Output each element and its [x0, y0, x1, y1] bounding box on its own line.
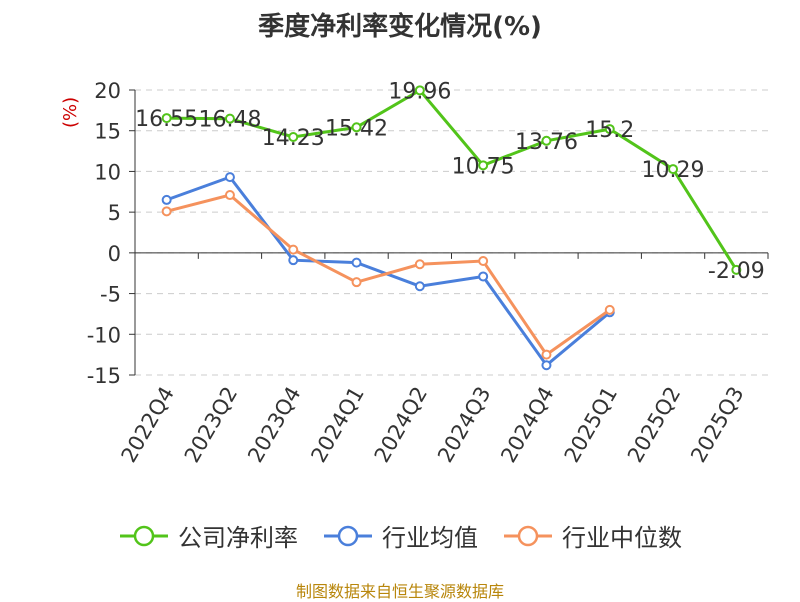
x-tick-label: 2025Q3 [686, 383, 748, 467]
x-tick-label: 2024Q2 [370, 383, 432, 467]
data-label: 14.23 [262, 126, 325, 151]
y-tick-label: 5 [108, 201, 121, 225]
data-point [161, 113, 172, 124]
y-tick-label: 0 [108, 242, 121, 266]
legend-marker [337, 525, 359, 546]
data-label: -2.09 [708, 259, 765, 284]
source-note: 制图数据来自恒生聚源数据库 [295, 582, 504, 601]
x-tick-label: 2023Q4 [243, 383, 305, 467]
data-point [288, 244, 299, 255]
data-point [541, 349, 552, 360]
legend-swatch [324, 525, 372, 546]
series-line-0 [166, 88, 738, 271]
x-tick-label: 2024Q3 [433, 383, 495, 467]
data-point [604, 124, 615, 135]
data-point [224, 113, 235, 124]
data-label: 13.76 [515, 130, 578, 155]
legend-item[interactable]: 行业均值 [322, 518, 478, 553]
data-point [478, 160, 489, 171]
data-label: 16.55 [135, 107, 198, 132]
x-tick-label: 2024Q1 [306, 383, 368, 467]
data-point [414, 85, 425, 96]
y-tick-label: 15 [94, 120, 121, 144]
data-point [668, 164, 679, 175]
y-tick-label: -15 [87, 364, 121, 388]
legend-label: 行业均值 [382, 524, 478, 552]
chart-title: 季度净利率变化情况(%) [258, 12, 542, 42]
data-label: 10.29 [642, 158, 705, 183]
data-label: 10.75 [452, 154, 515, 179]
data-point [161, 206, 172, 217]
data-point [161, 194, 172, 205]
data-point [414, 281, 425, 292]
data-point [604, 304, 615, 315]
x-tick-label: 2025Q2 [623, 383, 685, 467]
legend-label: 公司净利率 [178, 524, 298, 552]
data-label: 16.48 [198, 108, 261, 133]
legend: 公司净利率 行业均值 行业中位数 [0, 518, 800, 553]
data-point [288, 131, 299, 142]
data-point [351, 257, 362, 268]
data-point [478, 271, 489, 282]
data-point [731, 264, 742, 275]
data-label: 15.42 [325, 116, 388, 141]
series-line-2 [166, 193, 611, 357]
series-lines [161, 85, 742, 371]
y-tick-label: -10 [87, 323, 121, 347]
x-tick-label: 2024Q4 [496, 383, 558, 467]
x-tick-label: 2025Q1 [560, 383, 622, 467]
x-tick-label: 2023Q2 [180, 383, 242, 467]
data-label: 15.2 [585, 118, 634, 143]
data-point [288, 255, 299, 266]
data-point [224, 172, 235, 183]
legend-item[interactable]: 行业中位数 [502, 518, 682, 553]
data-label: 19.96 [388, 79, 451, 104]
legend-marker [517, 525, 539, 546]
y-tick-label: 20 [94, 79, 121, 103]
data-point [541, 135, 552, 146]
legend-swatch [504, 525, 552, 546]
legend-swatch [120, 525, 168, 546]
legend-marker [133, 525, 155, 546]
data-point [351, 277, 362, 288]
gridlines [135, 89, 768, 376]
data-point [414, 259, 425, 270]
data-point [541, 360, 552, 371]
x-tick-label: 2022Q4 [117, 383, 179, 467]
legend-label: 行业中位数 [562, 524, 682, 552]
data-point [478, 256, 489, 266]
y-tick-label: 10 [94, 160, 121, 184]
series-line-1 [166, 175, 611, 368]
y-tick-label: -5 [100, 283, 121, 307]
data-point [224, 190, 235, 201]
data-point [351, 122, 362, 133]
legend-item[interactable]: 公司净利率 [118, 518, 298, 553]
